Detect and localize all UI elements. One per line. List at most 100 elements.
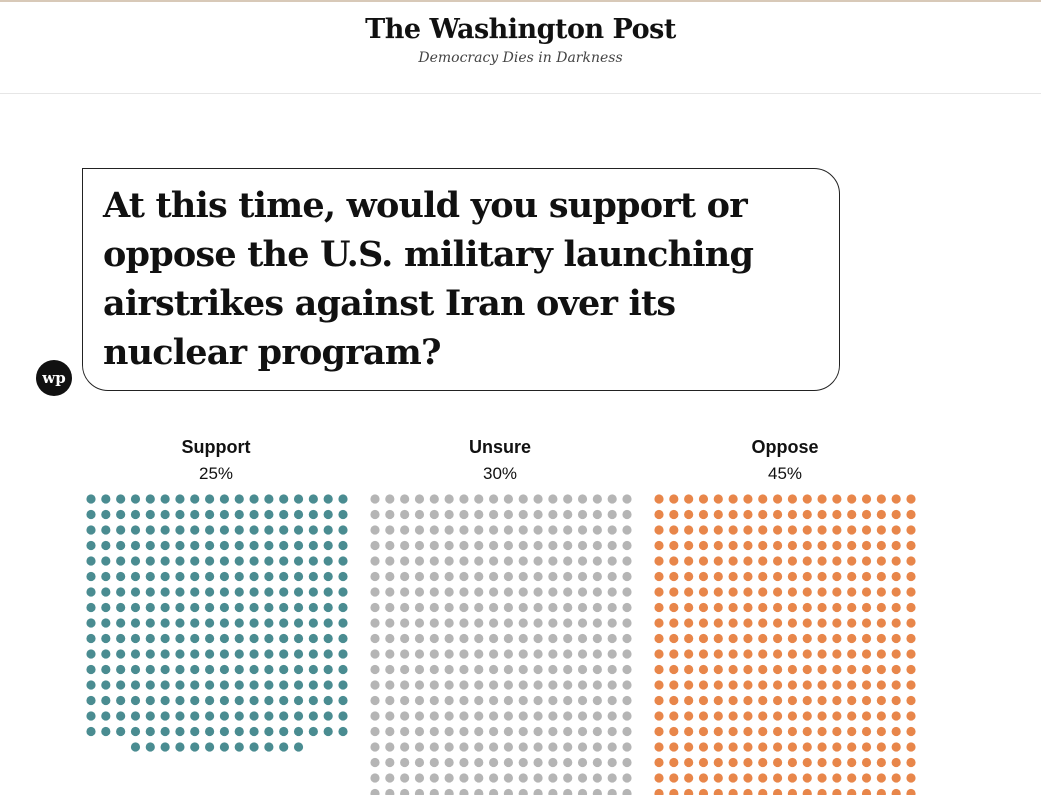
- waffle-dot-oppose: [906, 757, 916, 768]
- waffle-dot-support: [338, 587, 348, 597]
- waffle-dot-unsure: [577, 525, 588, 535]
- waffle-dot-unsure: [414, 618, 425, 628]
- waffle-dot-unsure: [518, 788, 528, 795]
- waffle-dot-oppose: [891, 633, 901, 644]
- waffle-dot-oppose: [861, 649, 872, 659]
- waffle-dot-unsure: [533, 587, 543, 597]
- waffle-dot-unsure: [385, 726, 395, 737]
- waffle-dot-support: [175, 509, 185, 520]
- waffle-dot-unsure: [607, 773, 617, 783]
- waffle-dot-unsure: [370, 773, 380, 783]
- waffle-dot-oppose: [728, 571, 738, 582]
- waffle-dot-unsure: [385, 540, 395, 551]
- waffle-dot-support: [338, 633, 348, 644]
- waffle-dot-oppose: [684, 649, 694, 659]
- waffle-dot-unsure: [474, 602, 484, 613]
- waffle-dot-support: [101, 494, 111, 504]
- waffle-dot-oppose: [654, 618, 664, 628]
- waffle-dot-unsure: [503, 664, 514, 675]
- waffle-dot-unsure: [459, 525, 469, 535]
- waffle-dot-unsure: [444, 540, 454, 551]
- waffle-dot-oppose: [847, 602, 857, 613]
- waffle-dot-unsure: [518, 773, 528, 783]
- waffle-dot-support: [338, 711, 348, 721]
- waffle-dot-unsure: [474, 540, 484, 551]
- waffle-dot-oppose: [684, 587, 694, 597]
- washington-post-logo[interactable]: The Washington Post: [365, 14, 676, 45]
- waffle-dot-oppose: [654, 664, 664, 675]
- waffle-dot-oppose: [713, 664, 723, 675]
- waffle-dot-unsure: [474, 788, 484, 795]
- waffle-dot-unsure: [577, 711, 588, 721]
- waffle-dot-unsure: [459, 726, 469, 737]
- waffle-dot-unsure: [518, 494, 528, 504]
- waffle-dot-unsure: [488, 587, 499, 597]
- waffle-dot-oppose: [876, 757, 886, 768]
- waffle-dot-oppose: [891, 664, 901, 675]
- waffle-dot-unsure: [607, 494, 617, 504]
- waffle-dot-support: [101, 509, 111, 520]
- waffle-dot-unsure: [429, 664, 439, 675]
- waffle-dot-support: [175, 525, 185, 535]
- waffle-dot-oppose: [787, 494, 798, 504]
- waffle-dot-support: [338, 618, 348, 628]
- waffle-dot-oppose: [743, 587, 753, 597]
- waffle-dot-support: [234, 633, 244, 644]
- waffle-dot-unsure: [444, 649, 454, 659]
- waffle-dot-unsure: [429, 602, 439, 613]
- waffle-dot-oppose: [802, 571, 812, 582]
- waffle-dot-support: [116, 726, 126, 737]
- waffle-dot-unsure: [459, 587, 469, 597]
- waffle-dot-unsure: [474, 742, 484, 752]
- waffle-dot-unsure: [488, 726, 499, 737]
- waffle-dot-support: [264, 633, 274, 644]
- waffle-dot-oppose: [787, 556, 798, 566]
- waffle-dot-oppose: [713, 695, 723, 706]
- waffle-dot-unsure: [444, 711, 454, 721]
- waffle-dot-support: [130, 711, 141, 721]
- waffle-dot-unsure: [474, 664, 484, 675]
- waffle-dot-unsure: [444, 633, 454, 644]
- waffle-dot-oppose: [758, 680, 768, 690]
- waffle-dot-oppose: [891, 602, 901, 613]
- waffle-dot-oppose: [713, 633, 723, 644]
- waffle-dot-oppose: [654, 773, 664, 783]
- waffle-dot-support: [249, 711, 259, 721]
- waffle-dot-oppose: [684, 525, 694, 535]
- waffle-dot-unsure: [474, 525, 484, 535]
- waffle-dot-support: [219, 742, 230, 752]
- waffle-dot-unsure: [370, 726, 380, 737]
- waffle-dot-oppose: [906, 695, 916, 706]
- waffle-dot-support: [145, 711, 155, 721]
- waffle-dot-support: [219, 695, 230, 706]
- waffle-dot-oppose: [728, 664, 738, 675]
- waffle-dot-oppose: [906, 742, 916, 752]
- waffle-dot-unsure: [577, 494, 588, 504]
- waffle-dot-support: [249, 509, 259, 520]
- waffle-dot-unsure: [370, 695, 380, 706]
- waffle-dot-oppose: [669, 540, 679, 551]
- waffle-dot-support: [249, 556, 259, 566]
- waffle-dot-unsure: [577, 742, 588, 752]
- waffle-dot-support: [279, 633, 289, 644]
- waffle-dot-oppose: [758, 494, 768, 504]
- waffle-dot-unsure: [414, 664, 425, 675]
- waffle-dot-unsure: [385, 525, 395, 535]
- waffle-dot-oppose: [728, 540, 738, 551]
- waffle-dot-oppose: [713, 757, 723, 768]
- waffle-dot-unsure: [503, 494, 514, 504]
- waffle-dot-unsure: [488, 494, 499, 504]
- waffle-dot-unsure: [444, 494, 454, 504]
- waffle-dot-unsure: [444, 726, 454, 737]
- waffle-dot-oppose: [728, 587, 738, 597]
- waffle-dot-support: [204, 649, 215, 659]
- waffle-dot-oppose: [654, 680, 664, 690]
- waffle-dot-unsure: [459, 680, 469, 690]
- waffle-dot-unsure: [414, 773, 425, 783]
- waffle-dot-unsure: [429, 742, 439, 752]
- waffle-dot-unsure: [622, 711, 632, 721]
- waffle-dot-support: [308, 649, 318, 659]
- waffle-dot-support: [101, 571, 111, 582]
- waffle-dot-unsure: [563, 711, 573, 721]
- waffle-dot-unsure: [533, 773, 543, 783]
